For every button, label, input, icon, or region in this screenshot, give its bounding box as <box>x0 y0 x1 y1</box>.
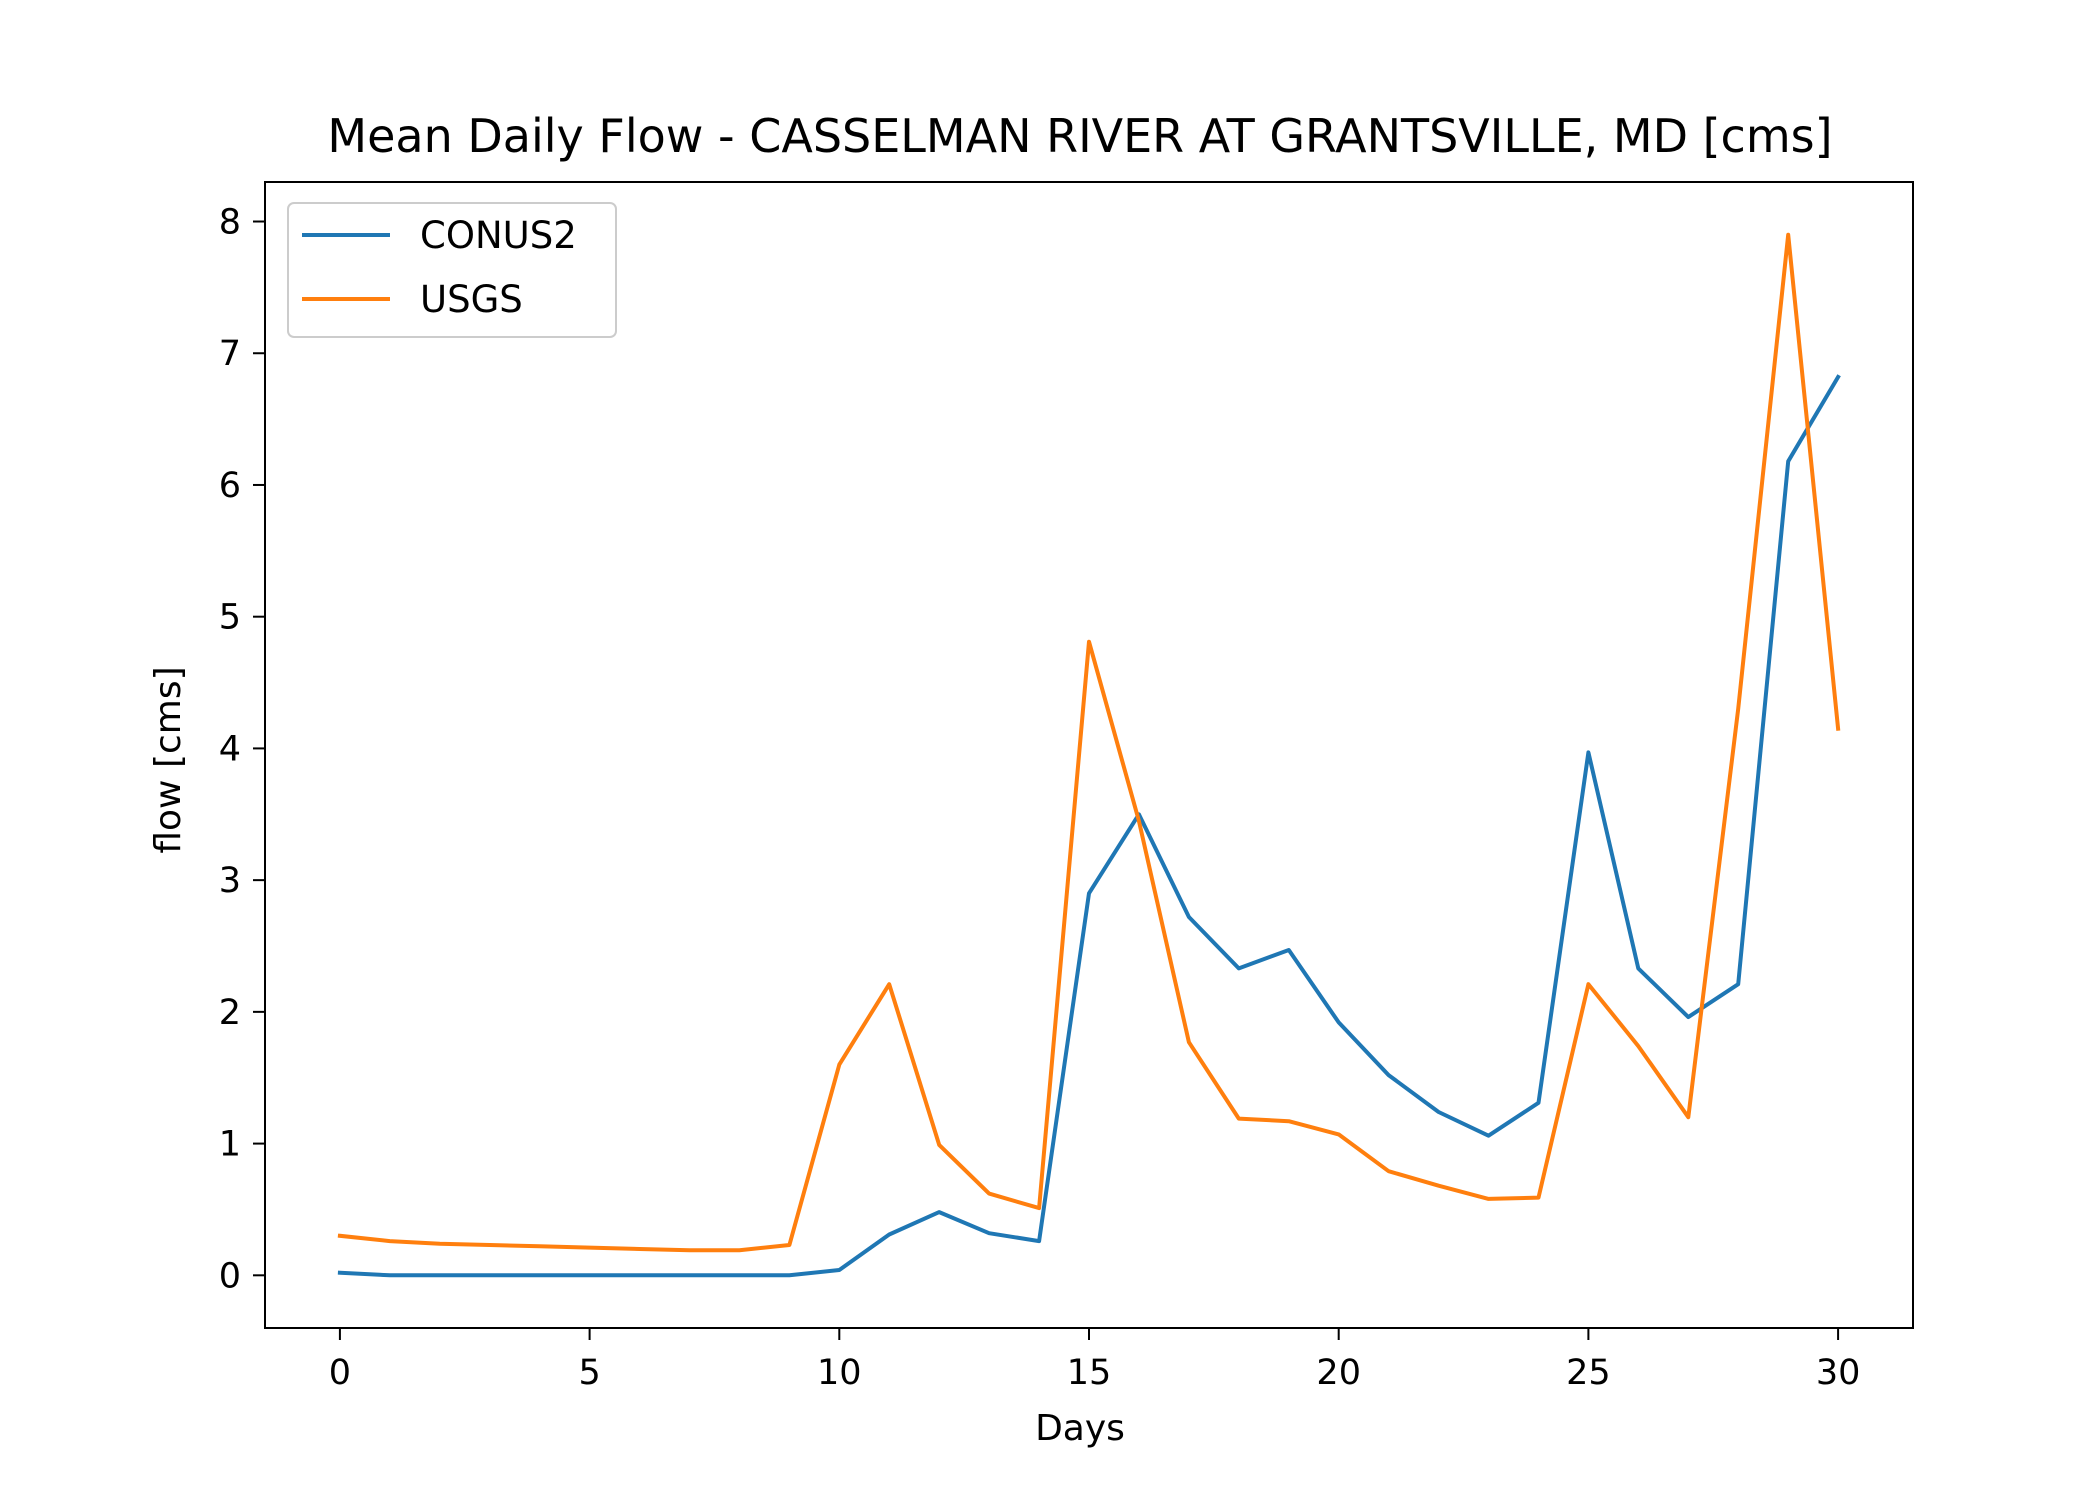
plot-area <box>264 181 1914 1329</box>
x-axis-label: Days <box>1035 1408 1125 1449</box>
y-tick-label: 4 <box>219 729 241 769</box>
y-tick-label: 3 <box>219 861 241 901</box>
x-tick-label: 10 <box>817 1353 862 1393</box>
legend-label-2: USGS <box>420 278 523 321</box>
y-tick-label: 8 <box>219 203 241 243</box>
x-tick-label: 30 <box>1816 1353 1861 1393</box>
chart-title: Mean Daily Flow - CASSELMAN RIVER AT GRA… <box>327 109 1832 163</box>
x-tick-label: 0 <box>329 1353 351 1393</box>
x-axis: 0 5 10 15 20 25 30 <box>329 1328 1861 1393</box>
y-tick-label: 1 <box>219 1125 241 1165</box>
legend-label-1: CONUS2 <box>420 214 577 257</box>
x-tick-label: 5 <box>578 1353 600 1393</box>
y-tick-label: 5 <box>219 598 241 638</box>
x-tick-label: 25 <box>1566 1353 1611 1393</box>
legend: CONUS2 USGS <box>287 202 617 338</box>
y-axis: 0 1 2 3 4 5 6 7 8 <box>219 203 265 1296</box>
y-tick-label: 2 <box>219 993 241 1033</box>
x-tick-label: 20 <box>1316 1353 1361 1393</box>
y-tick-label: 7 <box>219 334 241 374</box>
series-line-1 <box>337 374 1841 1278</box>
y-tick-label: 0 <box>219 1256 241 1296</box>
y-tick-label: 6 <box>219 466 241 506</box>
y-axis-label: flow [cms] <box>148 666 189 853</box>
x-tick-label: 15 <box>1067 1353 1112 1393</box>
series-line-2 <box>337 232 1841 1253</box>
plot-frame <box>264 181 1914 1329</box>
